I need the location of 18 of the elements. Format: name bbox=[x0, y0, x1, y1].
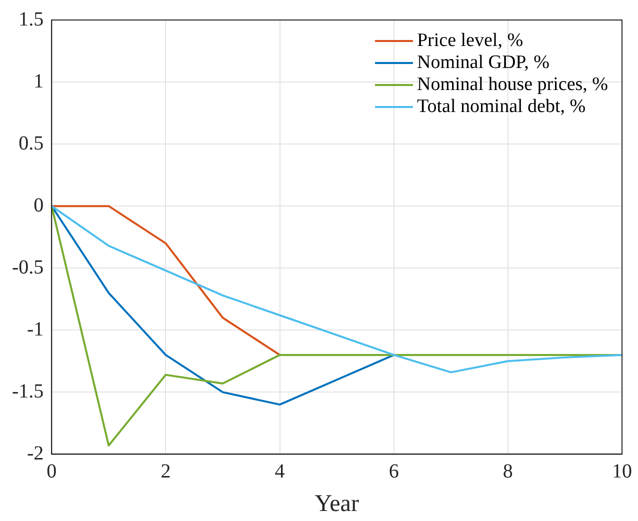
y-tick-label: -1.5 bbox=[12, 380, 44, 402]
y-tick-label: 0 bbox=[34, 194, 44, 216]
x-tick-label: 10 bbox=[612, 460, 632, 482]
x-tick-label: 4 bbox=[274, 460, 285, 482]
y-tick-label: 1 bbox=[34, 70, 44, 92]
x-axis-title: Year bbox=[314, 490, 359, 517]
legend-label: Nominal GDP, % bbox=[416, 52, 550, 73]
x-tick-label: 2 bbox=[160, 460, 171, 482]
legend-label: Total nominal debt, % bbox=[416, 96, 586, 117]
y-tick-label: 1.5 bbox=[18, 8, 44, 30]
x-tick-label: 6 bbox=[388, 460, 399, 482]
y-tick-label: -1 bbox=[26, 318, 44, 340]
y-tick-label: -0.5 bbox=[12, 256, 44, 278]
legend-label: Nominal house prices, % bbox=[416, 74, 608, 95]
x-tick-label: 8 bbox=[502, 460, 513, 482]
legend-label: Price level, % bbox=[416, 30, 524, 51]
y-tick-label: -2 bbox=[26, 442, 44, 464]
y-tick-label: 0.5 bbox=[18, 132, 44, 154]
